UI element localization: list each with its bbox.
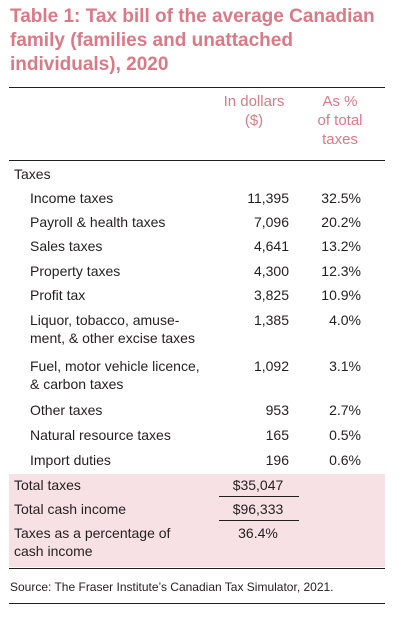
top-rule (9, 87, 385, 88)
row-label-line: Fuel, motor vehicle licence, (30, 358, 200, 374)
row-label-line: Payroll & health taxes (30, 214, 166, 230)
column-header-percent-line: taxes (322, 131, 358, 148)
total-taxes-underline (219, 496, 299, 497)
header-rule (9, 160, 385, 161)
column-header-dollars-line: In dollars (223, 93, 285, 110)
row-label: Natural resource taxes (30, 426, 220, 444)
row-label: Property taxes (30, 262, 220, 280)
row-label: Sales taxes (30, 237, 220, 255)
row-dollars: 3,825 (253, 287, 289, 303)
row-label: Profit tax (30, 286, 220, 304)
column-header-percent: As % of total taxes (300, 92, 380, 149)
row-percent: 13.2% (321, 238, 361, 254)
totals-label: Total cash income (14, 500, 214, 518)
totals-label: Taxes as a percentage of cash income (14, 524, 214, 560)
row-label-line: Natural resource taxes (30, 427, 171, 443)
row-percent: 0.5% (329, 427, 361, 443)
row-label: Liquor, tobacco, amuse-ment, & other exc… (30, 311, 220, 347)
row-label-line: & carbon taxes (30, 376, 124, 392)
row-dollars: 1,385 (253, 312, 289, 328)
row-label-line: Other taxes (30, 402, 103, 418)
section-label-taxes: Taxes (14, 166, 51, 182)
end-rule (9, 603, 385, 604)
row-label-line: Import duties (30, 452, 111, 468)
totals-value: 36.4% (238, 525, 278, 541)
totals-band (9, 474, 385, 567)
row-percent: 3.1% (329, 358, 361, 374)
totals-label-line: Taxes as a percentage of (14, 525, 171, 541)
row-label-line: Liquor, tobacco, amuse- (30, 312, 180, 328)
totals-label-line: cash income (14, 543, 93, 559)
totals-label-line: Total cash income (14, 501, 127, 517)
row-percent: 10.9% (321, 287, 361, 303)
totals-value: $96,333 (232, 501, 284, 517)
row-dollars: 11,395 (247, 190, 289, 206)
row-dollars: 1,092 (253, 358, 289, 374)
row-label: Payroll & health taxes (30, 213, 220, 231)
source-note: Source: The Fraser Institute’s Canadian … (10, 580, 334, 594)
totals-value: $35,047 (232, 477, 284, 493)
row-percent: 12.3% (321, 263, 361, 279)
totals-label: Total taxes (14, 476, 214, 494)
bottom-rule (9, 568, 385, 569)
row-dollars: 4,300 (253, 263, 289, 279)
column-header-percent-line: As % (322, 93, 358, 110)
table-title: Table 1: Tax bill of the average Canadia… (10, 6, 375, 75)
column-header-dollars: In dollars ($) (214, 92, 294, 130)
row-percent: 4.0% (329, 312, 361, 328)
row-percent: 32.5% (321, 190, 361, 206)
column-header-dollars-line: ($) (244, 112, 264, 129)
row-label: Other taxes (30, 401, 220, 419)
row-label-line: Profit tax (30, 287, 86, 303)
row-label-line: Income taxes (30, 190, 114, 206)
row-percent: 20.2% (321, 214, 361, 230)
row-label: Income taxes (30, 189, 220, 207)
row-label-line: ment, & other excise taxes (30, 330, 195, 346)
row-label-line: Sales taxes (30, 238, 103, 254)
row-label: Import duties (30, 451, 220, 469)
column-header-percent-line: of total (317, 112, 363, 129)
total-income-underline (219, 520, 299, 521)
row-dollars: 165 (265, 427, 289, 443)
row-percent: 2.7% (329, 402, 361, 418)
row-percent: 0.6% (329, 452, 361, 468)
row-dollars: 7,096 (253, 214, 289, 230)
row-label: Fuel, motor vehicle licence, & carbon tax… (30, 357, 220, 393)
totals-label-line: Total taxes (14, 477, 81, 493)
row-dollars: 953 (265, 402, 289, 418)
row-dollars: 4,641 (253, 238, 289, 254)
row-label-line: Property taxes (30, 263, 121, 279)
row-dollars: 196 (265, 452, 289, 468)
